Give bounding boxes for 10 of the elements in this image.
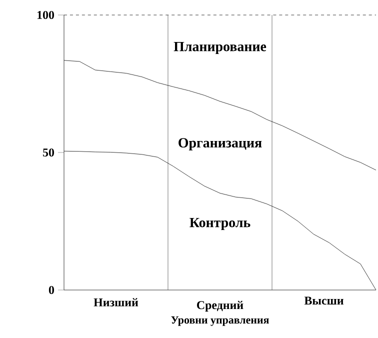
annotation: Организация: [178, 138, 262, 150]
y-tick-label: 0: [48, 286, 54, 294]
x-axis-title: Уровни управления: [171, 316, 269, 326]
annotation: Планирование: [174, 42, 266, 54]
y-tick-label: 50: [43, 148, 54, 157]
y-tick-label: 100: [38, 10, 54, 20]
text: Низший: [94, 298, 138, 306]
text: Средний: [197, 300, 244, 312]
text: Высши: [304, 296, 344, 305]
annotation: Контроль: [190, 218, 250, 230]
